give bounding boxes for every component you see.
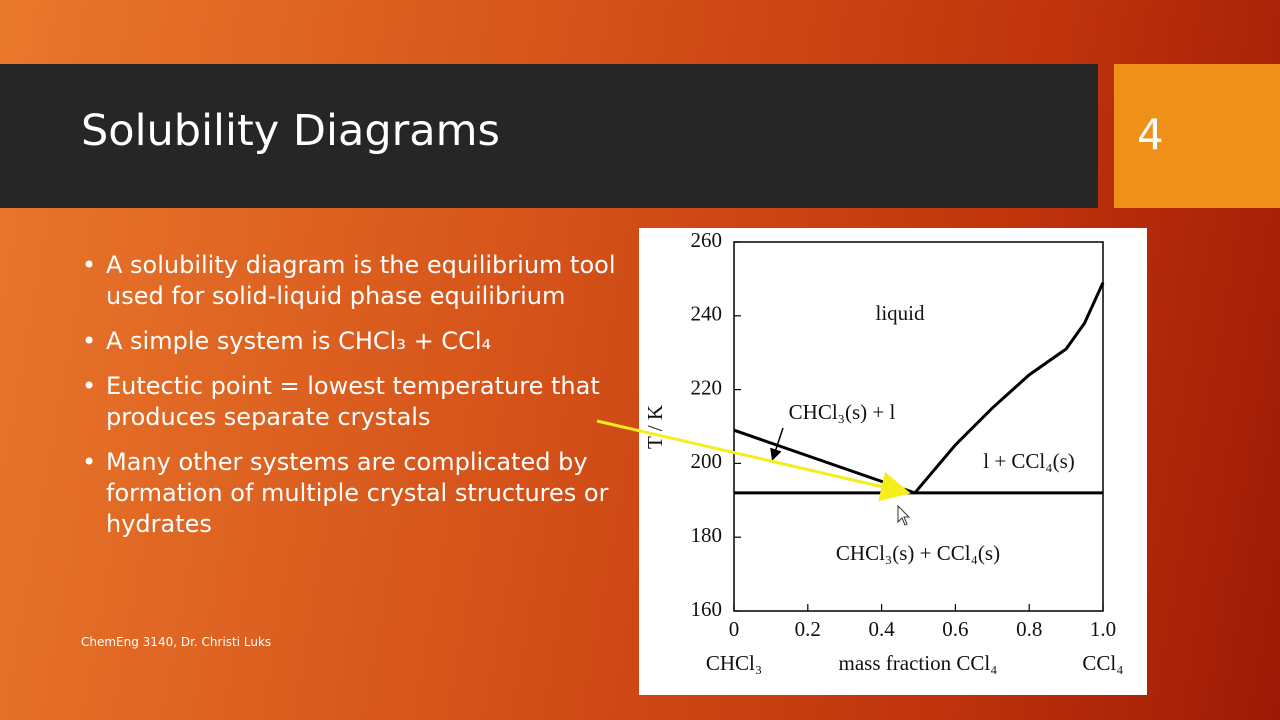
x-tick-label: 0.6 — [942, 617, 968, 641]
bullet: A solubility diagram is the equilibrium … — [80, 250, 635, 312]
bullet: A simple system is CHCl₃ + CCl₄ — [80, 326, 635, 357]
x-tick-label: 0.8 — [1016, 617, 1042, 641]
bullet: Eutectic point = lowest temperature that… — [80, 371, 635, 433]
x-tick-label: 0 — [729, 617, 740, 641]
y-tick-label: 240 — [691, 302, 723, 326]
region-label: l + CCl₄(s) — [983, 449, 1075, 473]
bullet-list: A solubility diagram is the equilibrium … — [80, 250, 635, 554]
x-end-label: CCl₄ — [1082, 651, 1123, 675]
chart: 160 180 200 220 240 260 0 0.2 0.4 0.6 0.8 1.0 mass f… — [643, 228, 1124, 675]
region-label: CHCl₃(s) + l — [789, 400, 896, 424]
region-label: CHCl₃(s) + CCl₄(s) — [836, 541, 1000, 565]
number-box — [1114, 64, 1280, 208]
y-tick-label: 180 — [691, 523, 723, 547]
y-tick-label: 220 — [691, 375, 723, 399]
x-tick-label: 1.0 — [1090, 617, 1116, 641]
y-tick-label: 160 — [691, 597, 723, 621]
footer: ChemEng 3140, Dr. Christi Luks — [81, 635, 272, 649]
y-tick-label: 260 — [691, 228, 723, 252]
phase-line — [733, 428, 916, 495]
slide-number: 4 — [1137, 110, 1164, 159]
region-label: liquid — [875, 301, 925, 325]
y-axis-label: T / K — [643, 405, 667, 449]
bullet: Many other systems are complicated by fo… — [80, 447, 635, 540]
chart-box: 160 180 200 220 240 260 0 0.2 0.4 0.6 0.8 1.0 mass f… — [639, 228, 1147, 695]
y-tick-label: 200 — [691, 449, 723, 473]
x-end-label: CHCl₃ — [706, 651, 762, 675]
x-tick-label: 0.2 — [795, 617, 821, 641]
phase-line — [913, 281, 1105, 494]
slide-title: Solubility Diagrams — [81, 106, 500, 156]
x-tick-label: 0.4 — [868, 617, 895, 641]
x-axis-label: mass fraction CCl₄ — [839, 651, 998, 675]
title-bar — [0, 64, 1098, 208]
